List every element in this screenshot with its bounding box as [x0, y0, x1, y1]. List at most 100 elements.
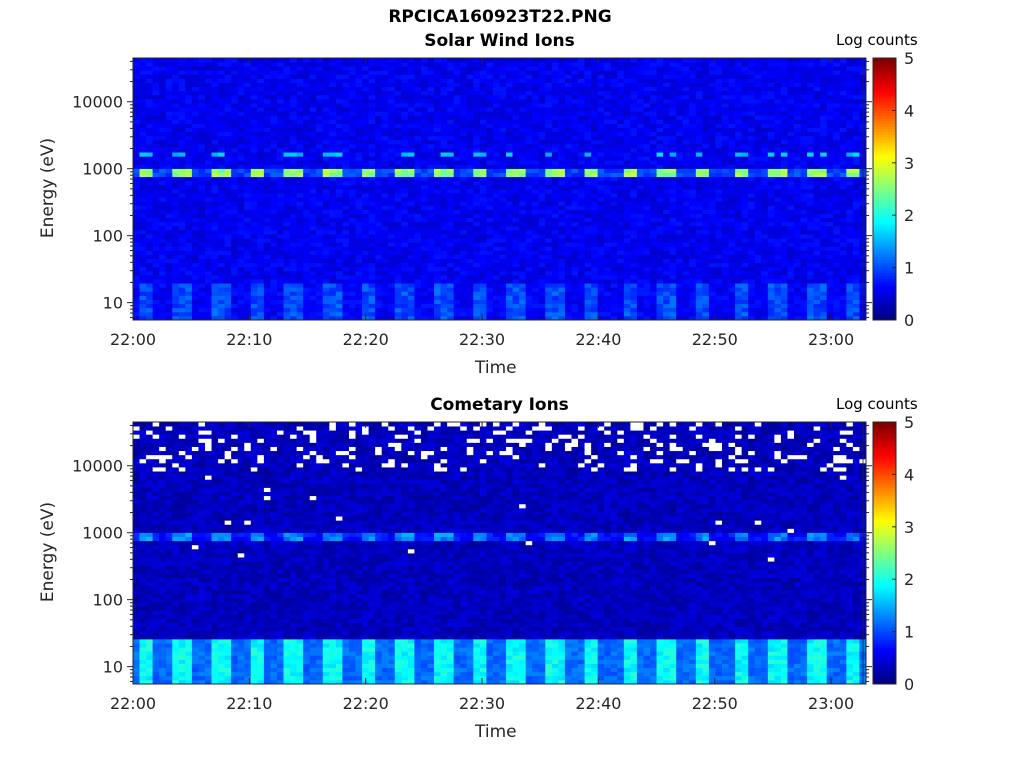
- colorbar-swatch-0: [873, 285, 896, 290]
- colorbar-swatch-1: [873, 663, 896, 667]
- panel-title-solar-wind: Solar Wind Ions: [424, 31, 575, 51]
- colorbar-swatch-0: [873, 202, 896, 206]
- colorbar-swatch-0: [873, 244, 896, 248]
- colorbar-swatch-0: [873, 99, 896, 104]
- colorbar-swatch-1: [873, 526, 896, 530]
- colorbar-swatch-1: [873, 628, 896, 633]
- colorbar-swatch-0: [873, 259, 896, 263]
- colorbar-swatch-0: [873, 65, 896, 69]
- colorbar-swatch-1: [873, 615, 896, 619]
- colorbar-swatch-0: [873, 288, 896, 292]
- colorbar-swatch-0: [873, 272, 896, 276]
- colorbar-swatch-0: [873, 189, 896, 193]
- colorbar-tick-label-0-0: 0: [904, 311, 914, 330]
- ytick-label-0-0: 10: [103, 294, 123, 313]
- ytick-label-1-1: 100: [92, 591, 123, 610]
- colorbar-swatch-0: [873, 309, 896, 313]
- colorbar-swatch-1: [873, 673, 896, 677]
- colorbar-swatch-1: [873, 657, 896, 661]
- xtick-label-1-2: 22:20: [343, 694, 389, 713]
- colorbar-swatch-1: [873, 592, 896, 596]
- colorbar-swatch-1: [873, 623, 896, 627]
- colorbar-swatch-1: [873, 477, 896, 481]
- colorbar-swatch-1: [873, 453, 896, 457]
- colorbar-swatch-1: [873, 642, 896, 646]
- colorbar-swatch-1: [873, 529, 896, 533]
- ytick-label-1-2: 1000: [82, 524, 123, 543]
- xtick-label-1-6: 23:00: [808, 694, 854, 713]
- colorbar-swatch-1: [873, 681, 896, 685]
- colorbar-swatch-1: [873, 456, 896, 460]
- colorbar-label-solar-wind: Log counts: [836, 31, 918, 49]
- colorbar-swatch-0: [873, 199, 896, 203]
- colorbar-swatch-0: [873, 236, 896, 240]
- colorbar-swatch-0: [873, 154, 896, 159]
- colorbar-swatch-0: [873, 270, 896, 274]
- colorbar-swatch-1: [873, 560, 896, 564]
- colorbar-swatch-0: [873, 278, 896, 282]
- colorbar-tick-label-0-5: 5: [904, 49, 914, 68]
- colorbar-swatch-0: [873, 312, 896, 316]
- xtick-label-0-0: 22:00: [110, 330, 156, 349]
- colorbar-tick-label-0-3: 3: [904, 154, 914, 173]
- xlabel-cometary: Time: [475, 722, 517, 742]
- xtick-label-0-3: 22:30: [459, 330, 505, 349]
- colorbar-swatch-1: [873, 442, 896, 447]
- colorbar-tick-label-1-4: 4: [904, 465, 914, 484]
- colorbar-swatch-1: [873, 505, 896, 509]
- colorbar-swatch-0: [873, 97, 896, 101]
- spectrogram-0: [133, 58, 867, 321]
- colorbar-swatch-0: [873, 186, 896, 190]
- colorbar-swatch-0: [873, 215, 896, 219]
- xtick-label-0-5: 22:50: [692, 330, 738, 349]
- colorbar-swatch-0: [873, 225, 896, 229]
- colorbar-swatch-0: [873, 306, 896, 311]
- colorbar-swatch-1: [873, 636, 896, 640]
- colorbar-swatch-1: [873, 511, 896, 515]
- colorbar-swatch-1: [873, 600, 896, 604]
- colorbar-swatch-1: [873, 495, 896, 499]
- colorbar-swatch-0: [873, 204, 896, 208]
- xtick-label-0-1: 22:10: [226, 330, 272, 349]
- colorbar-swatch-0: [873, 110, 896, 114]
- colorbar-swatch-1: [873, 448, 896, 452]
- colorbar-label-cometary: Log counts: [836, 395, 918, 413]
- colorbar-swatch-0: [873, 267, 896, 271]
- figure-title: RPCICA160923T22.PNG: [388, 7, 612, 27]
- colorbar-tick-label-0-2: 2: [904, 206, 914, 225]
- colorbar-swatch-0: [873, 212, 896, 216]
- ytick-label-1-0: 10: [103, 658, 123, 677]
- colorbar-swatch-1: [873, 440, 896, 444]
- colorbar-swatch-0: [873, 223, 896, 227]
- xtick-label-1-5: 22:50: [692, 694, 738, 713]
- colorbar-swatch-0: [873, 89, 896, 93]
- colorbar-swatch-1: [873, 665, 896, 669]
- colorbar-swatch-1: [873, 584, 896, 588]
- colorbar-swatch-1: [873, 631, 896, 635]
- colorbar-swatch-0: [873, 92, 896, 96]
- colorbar-tick-label-1-3: 3: [904, 518, 914, 537]
- colorbar-swatch-0: [873, 299, 896, 303]
- colorbar-swatch-0: [873, 251, 896, 255]
- colorbar-swatch-1: [873, 594, 896, 599]
- colorbar-swatch-0: [873, 107, 896, 111]
- colorbar-swatch-1: [873, 545, 896, 549]
- colorbar-swatch-1: [873, 542, 896, 546]
- colorbar-swatch-0: [873, 68, 896, 72]
- colorbar-swatch-0: [873, 76, 896, 80]
- colorbar-swatch-0: [873, 317, 896, 321]
- colorbar-swatch-0: [873, 191, 896, 195]
- colorbar-swatch-1: [873, 469, 896, 473]
- colorbar-tick-label-0-4: 4: [904, 101, 914, 120]
- colorbar-swatch-0: [873, 58, 896, 62]
- colorbar-swatch-0: [873, 175, 896, 180]
- colorbar-swatch-1: [873, 602, 896, 606]
- colorbar-swatch-0: [873, 249, 896, 253]
- ytick-label-1-3: 10000: [72, 457, 123, 476]
- colorbar-swatch-0: [873, 280, 896, 284]
- colorbar-swatch-1: [873, 587, 896, 591]
- colorbar-swatch-1: [873, 435, 896, 439]
- colorbar-swatch-1: [873, 508, 896, 512]
- colorbar-swatch-0: [873, 314, 896, 318]
